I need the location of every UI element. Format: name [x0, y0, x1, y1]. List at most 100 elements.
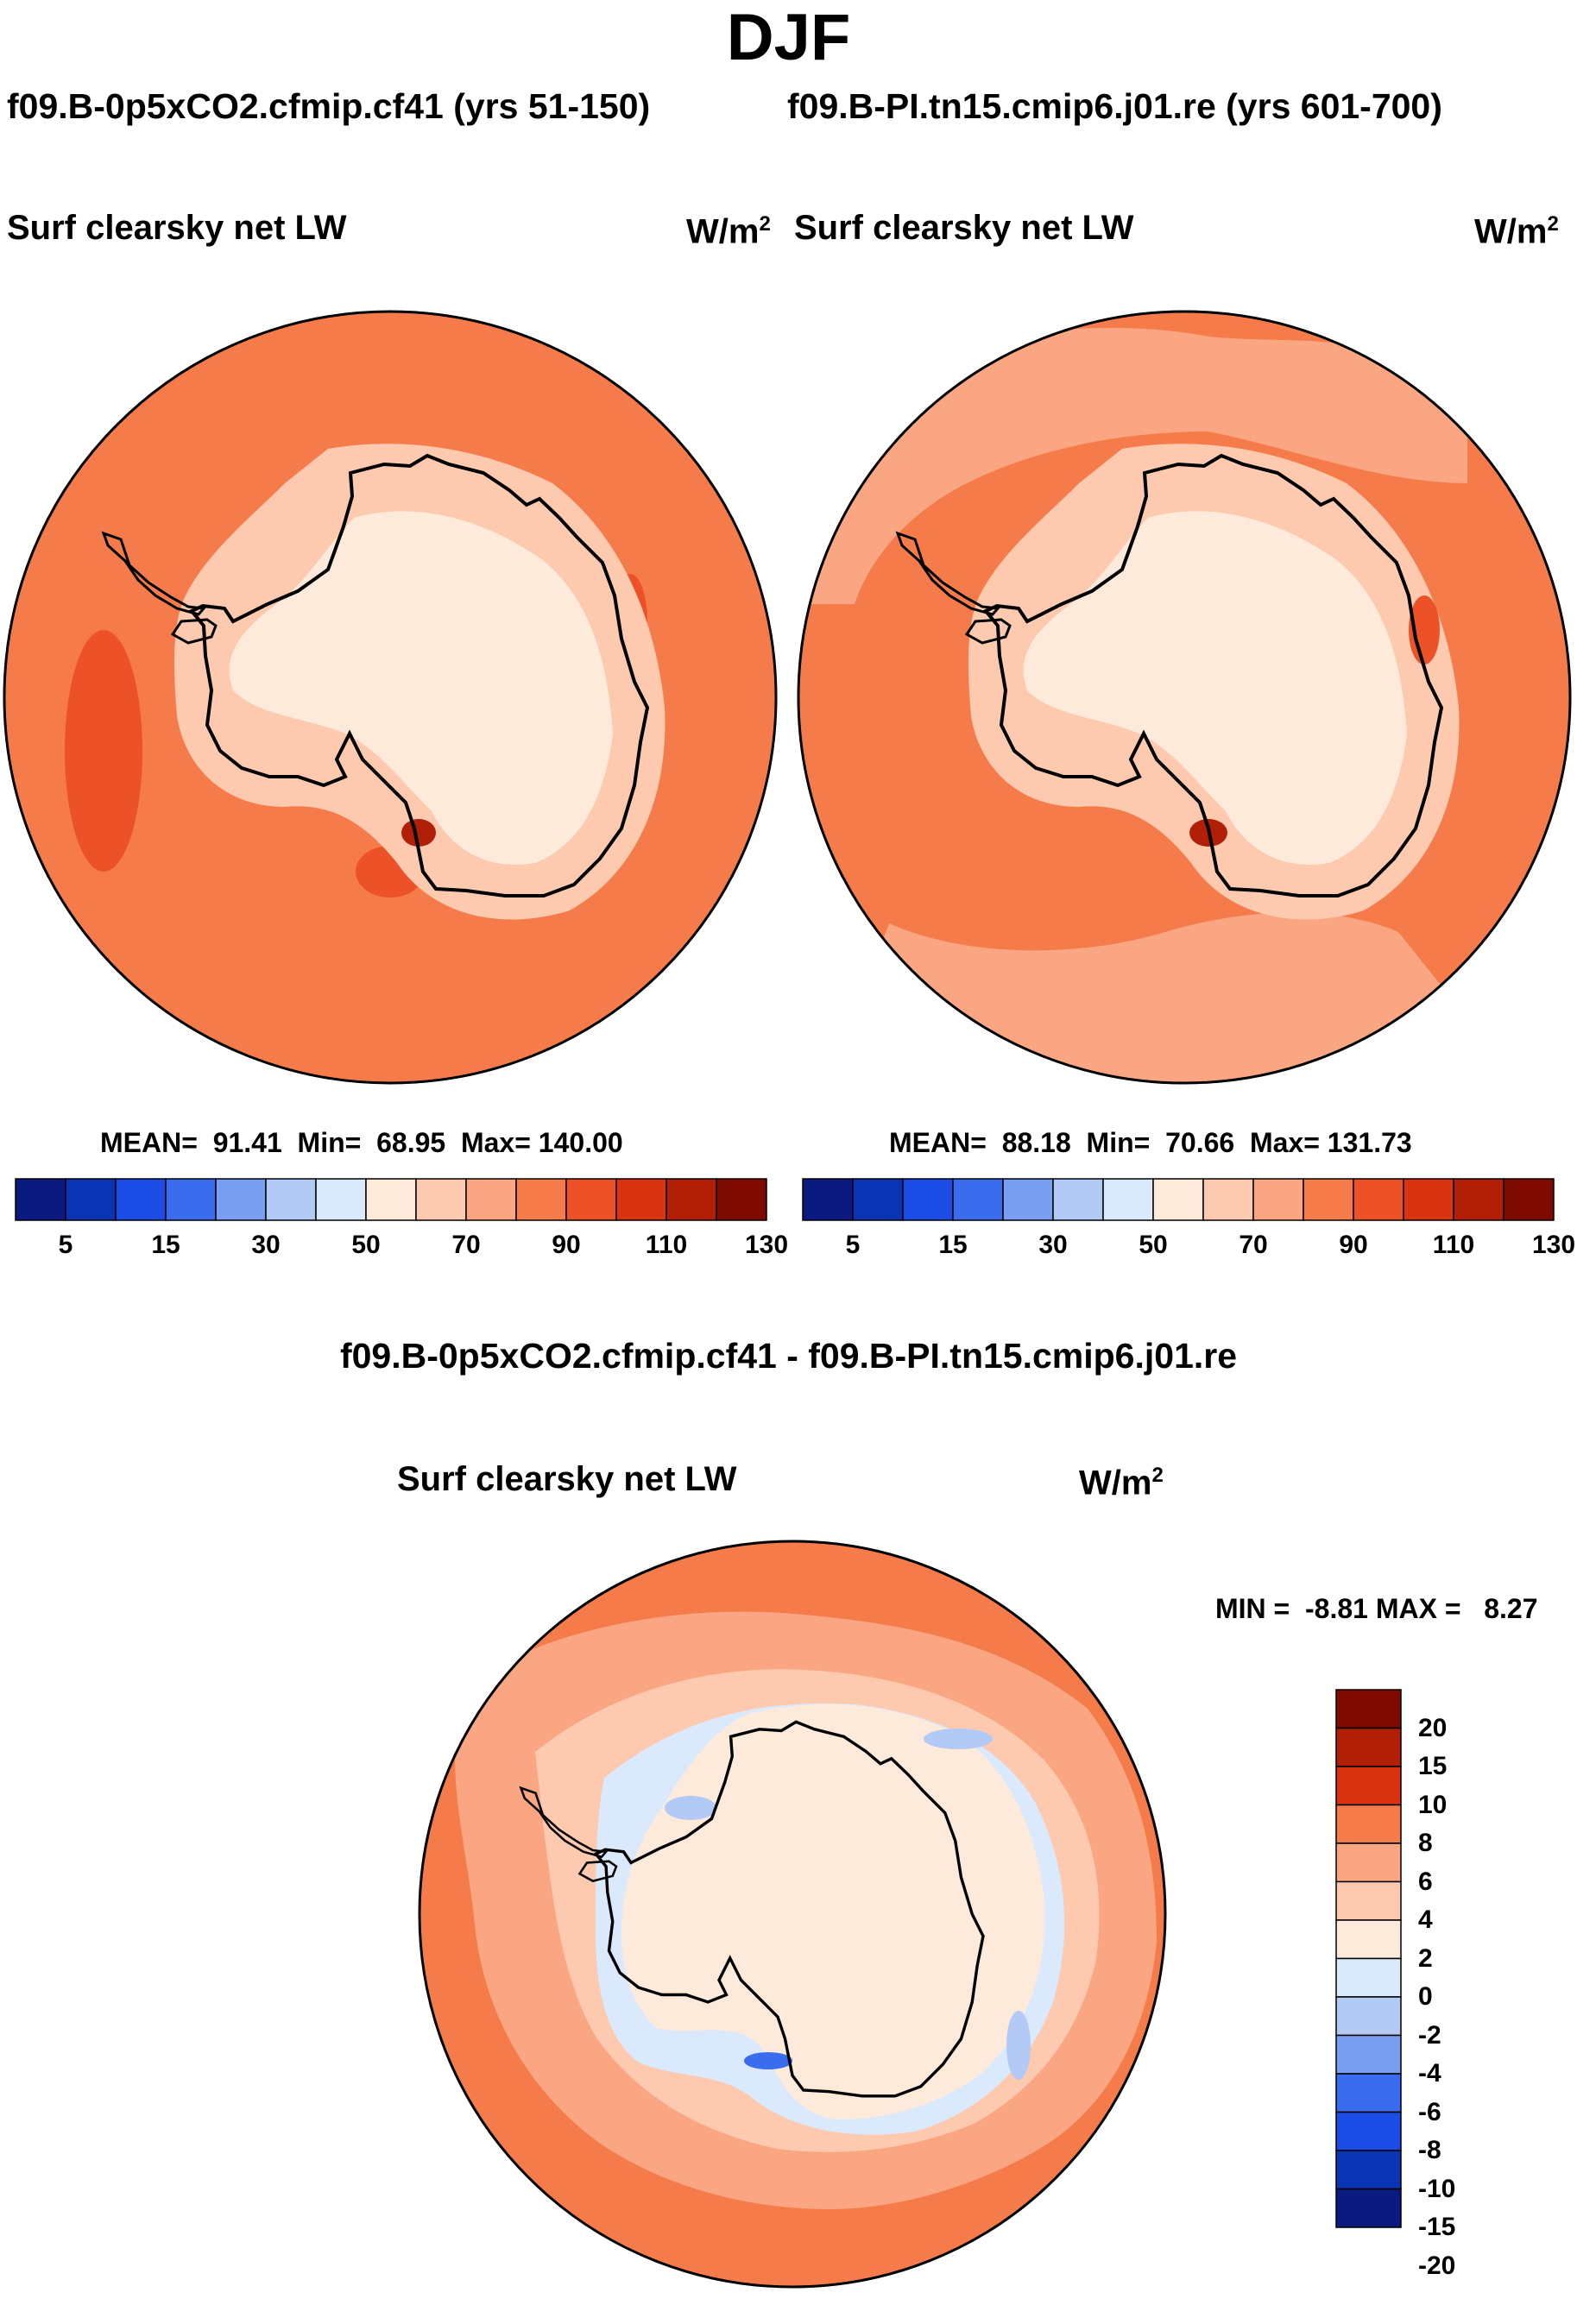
panel-1-colorbar-swatch	[215, 1178, 267, 1221]
panel-2-colorbar-swatch	[852, 1178, 904, 1221]
panel-1-colorbar-swatch	[515, 1178, 567, 1221]
panel-1-colorbar-tick-label: 110	[645, 1231, 688, 1259]
difference-colorbar-tick-label: -8	[1418, 2136, 1441, 2164]
difference-colorbar-tick-label: -2	[1418, 2020, 1441, 2050]
difference-variable-label: Surf clearsky net LW	[397, 1460, 737, 1498]
panel-2-variable-label: Surf clearsky net LW	[794, 209, 1134, 247]
panel-2-colorbar-swatch	[1503, 1178, 1555, 1221]
difference-negative-patch-2	[924, 1729, 993, 1749]
difference-colorbar	[1335, 1689, 1402, 2228]
difference-colorbar-tick-label: 15	[1418, 1752, 1448, 1780]
difference-colorbar-tick-label: 8	[1418, 1829, 1433, 1857]
panel-1-colorbar-tick-label: 70	[451, 1231, 481, 1259]
panel-2-colorbar-swatch	[1303, 1178, 1354, 1221]
difference-colorbar-tick-label: 4	[1418, 1905, 1433, 1934]
panel-2-colorbar-tick-label: 70	[1239, 1231, 1268, 1259]
panel-1-colorbar-tick-label: 130	[744, 1231, 789, 1259]
difference-colorbar-swatch	[1335, 1766, 1402, 1806]
panel-2-colorbar-swatch	[802, 1178, 854, 1221]
difference-negative-patch-1	[665, 1796, 716, 1820]
panel-2-colorbar-swatch	[1202, 1178, 1254, 1221]
panel-1-units: W/m2	[686, 212, 771, 251]
difference-units: W/m2	[1079, 1464, 1164, 1502]
difference-map	[419, 1541, 1165, 2287]
difference-negative-patch-4	[1006, 2011, 1031, 2080]
panel-1-plateau-interior	[229, 511, 613, 865]
difference-colorbar-swatch	[1335, 1957, 1402, 1998]
difference-map-border	[418, 1540, 1167, 2289]
difference-colorbar-swatch	[1335, 2034, 1402, 2075]
panel-2-colorbar-swatch	[1052, 1178, 1104, 1221]
difference-min-max: MIN = -8.81 MAX = 8.27	[1215, 1593, 1538, 1624]
difference-colorbar-swatch	[1335, 2111, 1402, 2151]
panel-2-colorbar-tick-label: 30	[1038, 1231, 1068, 1259]
panel-2-units: W/m2	[1474, 212, 1559, 251]
panel-1-colorbar-tick-label: 5	[58, 1231, 73, 1259]
panel-2-colorbar-swatch	[1252, 1178, 1304, 1221]
panel-1-variable-label: Surf clearsky net LW	[7, 209, 347, 247]
difference-colorbar-swatch	[1335, 2073, 1402, 2113]
figure-title: DJF	[726, 1, 851, 74]
panel-2-colorbar-swatch	[902, 1178, 954, 1221]
difference-colorbar-tick-label: 10	[1418, 1790, 1448, 1819]
difference-colorbar-tick-label: 6	[1418, 1867, 1433, 1896]
panel-1-high-flux-patch	[65, 630, 142, 872]
difference-negative-patch-3	[744, 2052, 792, 2069]
panel-1-colorbar-swatch	[265, 1178, 317, 1221]
panel-1-colorbar-swatch	[465, 1178, 517, 1221]
panel-2-plateau-interior	[1023, 511, 1407, 865]
difference-colorbar-tick-label: 0	[1418, 1982, 1433, 2011]
panel-2-map-border	[797, 310, 1572, 1085]
panel-2-light-flux-north	[803, 328, 1467, 604]
panel-2-colorbar-swatch	[1453, 1178, 1504, 1221]
difference-colorbar-swatch	[1335, 1804, 1402, 1844]
difference-colorbar-tick-label: -20	[1418, 2251, 1456, 2280]
difference-colorbar-swatch	[1335, 1689, 1402, 1729]
panel-2-colorbar-tick-label: 130	[1531, 1231, 1576, 1259]
panel-2-colorbar-tick-label: 50	[1139, 1231, 1168, 1259]
panel-2-colorbar-swatch	[1102, 1178, 1154, 1221]
difference-colorbar-swatch	[1335, 1919, 1402, 1960]
panel-2-colorbar-swatch	[952, 1178, 1004, 1221]
panel-2-map	[798, 312, 1570, 1083]
panel-2-colorbar-tick-label: 5	[845, 1231, 861, 1259]
panel-2-colorbar-swatch	[1353, 1178, 1404, 1221]
difference-colorbar-tick-label: -15	[1418, 2213, 1456, 2241]
panel-1-colorbar-swatch	[365, 1178, 417, 1221]
panel-1-colorbar-swatch	[315, 1178, 367, 1221]
panel-1-colorbar-swatch	[65, 1178, 117, 1221]
panel-2-colorbar-tick-label: 110	[1432, 1231, 1475, 1259]
difference-colorbar-tick-label: -6	[1418, 2097, 1441, 2126]
difference-colorbar-swatch	[1335, 1880, 1402, 1921]
panel-1-colorbar-swatch	[565, 1178, 617, 1221]
panel-1-colorbar-swatch	[716, 1178, 767, 1221]
difference-colorbar-tick-label: -10	[1418, 2174, 1456, 2203]
difference-title: f09.B-0p5xCO2.cfmip.cf41 - f09.B-PI.tn15…	[339, 1336, 1238, 1376]
panel-2-colorbar-tick-label: 90	[1339, 1231, 1368, 1259]
panel-1-stats: MEAN= 91.41 Min= 68.95 Max= 140.00	[100, 1127, 623, 1158]
panel-1-run-title: f09.B-0p5xCO2.cfmip.cf41 (yrs 51-150)	[7, 86, 651, 126]
panel-1-map-border	[3, 310, 778, 1085]
panel-2-colorbar	[802, 1178, 1555, 1221]
difference-colorbar-tick-label: 20	[1418, 1713, 1448, 1742]
panel-1-colorbar	[15, 1178, 767, 1221]
difference-colorbar-tick-label: 2	[1418, 1943, 1433, 1973]
panel-1-colorbar-tick-label: 30	[251, 1231, 281, 1259]
difference-colorbar-swatch	[1335, 2150, 1402, 2190]
panel-2-colorbar-swatch	[1403, 1178, 1454, 1221]
panel-2-run-title: f09.B-PI.tn15.cmip6.j01.re (yrs 601-700)	[787, 86, 1442, 126]
difference-colorbar-swatch	[1335, 2188, 1402, 2228]
panel-2-colorbar-swatch	[1002, 1178, 1054, 1221]
difference-colorbar-swatch	[1335, 1996, 1402, 2037]
difference-colorbar-tick-label: -4	[1418, 2059, 1441, 2088]
panel-2-colorbar-swatch	[1152, 1178, 1204, 1221]
panel-1-map	[4, 312, 776, 1083]
panel-2-colorbar-tick-label: 15	[938, 1231, 968, 1259]
panel-1-colorbar-swatch	[165, 1178, 217, 1221]
panel-1-colorbar-tick-label: 15	[151, 1231, 180, 1259]
panel-2-stats: MEAN= 88.18 Min= 70.66 Max= 131.73	[889, 1127, 1412, 1158]
panel-1-colorbar-swatch	[15, 1178, 66, 1221]
difference-colorbar-swatch	[1335, 1727, 1402, 1767]
panel-1-colorbar-swatch	[665, 1178, 717, 1221]
